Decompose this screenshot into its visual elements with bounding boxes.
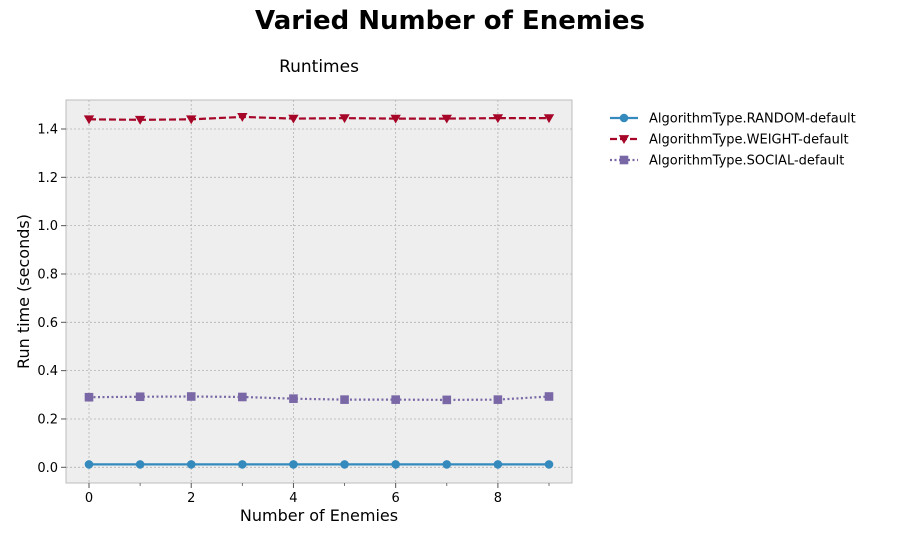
data-point (289, 394, 298, 403)
data-point (186, 392, 196, 401)
data-point (544, 460, 554, 469)
x-tick-label: 0 (85, 491, 93, 506)
data-point (238, 460, 247, 469)
legend-marker (619, 155, 629, 165)
data-point (135, 460, 145, 469)
x-tick-label: 2 (187, 491, 195, 506)
legend-label: AlgorithmType.RANDOM-default (649, 112, 856, 127)
data-point (391, 395, 400, 404)
data-point (186, 115, 197, 125)
data-point (442, 460, 452, 469)
y-tick-label: 0.8 (37, 267, 58, 282)
series-layer (83, 113, 555, 469)
data-point (84, 392, 94, 402)
data-point (340, 395, 349, 404)
y-tick-label: 0.4 (37, 364, 58, 379)
data-point (288, 114, 299, 124)
y-tick-label: 0.2 (37, 412, 58, 427)
y-axis-label: Run time (seconds) (14, 214, 33, 369)
y-axis: 0.0 0.2 0.4 0.6 0.8 1.0 1.2 1.4 (37, 122, 66, 476)
y-tick-label: 0.6 (37, 316, 58, 331)
data-point (134, 115, 146, 125)
chart-title: Runtimes (279, 57, 359, 77)
data-point (186, 460, 196, 469)
x-tick-label: 6 (392, 491, 400, 506)
data-point (238, 392, 247, 402)
plot-area (65, 99, 573, 484)
legend-marker (618, 135, 630, 144)
grid (66, 100, 572, 483)
data-point (289, 460, 298, 469)
series-line (88, 395, 550, 401)
data-point (493, 460, 503, 469)
data-point (441, 114, 452, 124)
series-2 (84, 392, 554, 405)
data-point (544, 392, 554, 401)
series-0 (84, 460, 554, 469)
data-point (135, 392, 145, 402)
data-point (391, 460, 400, 469)
figure-suptitle: Varied Number of Enemies (255, 6, 645, 36)
data-point (83, 115, 95, 125)
legend-item-1: AlgorithmType.WEIGHT-default (610, 133, 849, 148)
data-point (493, 395, 503, 404)
data-point (442, 395, 452, 405)
x-axis: 0 2 4 6 8 (85, 483, 550, 506)
legend-label: AlgorithmType.WEIGHT-default (649, 133, 849, 148)
data-point (237, 113, 248, 122)
series-line (88, 115, 549, 121)
data-point (340, 460, 349, 469)
y-tick-label: 0.0 (37, 461, 58, 476)
legend-item-0: AlgorithmType.RANDOM-default (610, 112, 856, 127)
data-point (84, 460, 94, 469)
data-point (390, 114, 401, 124)
data-point (339, 114, 350, 124)
x-axis-label: Number of Enemies (240, 506, 398, 525)
y-tick-label: 1.2 (37, 171, 58, 186)
y-tick-label: 1.4 (37, 122, 58, 137)
legend-item-2: AlgorithmType.SOCIAL-default (610, 154, 844, 169)
y-tick-label: 1.0 (37, 219, 58, 234)
legend-marker (619, 113, 629, 123)
data-point (543, 114, 555, 124)
legend-label: AlgorithmType.SOCIAL-default (649, 154, 844, 169)
series-1 (83, 113, 555, 125)
legend: AlgorithmType.RANDOM-default AlgorithmTyp… (610, 112, 856, 169)
x-tick-label: 4 (289, 491, 297, 506)
data-point (492, 114, 504, 124)
x-tick-label: 8 (494, 491, 502, 506)
